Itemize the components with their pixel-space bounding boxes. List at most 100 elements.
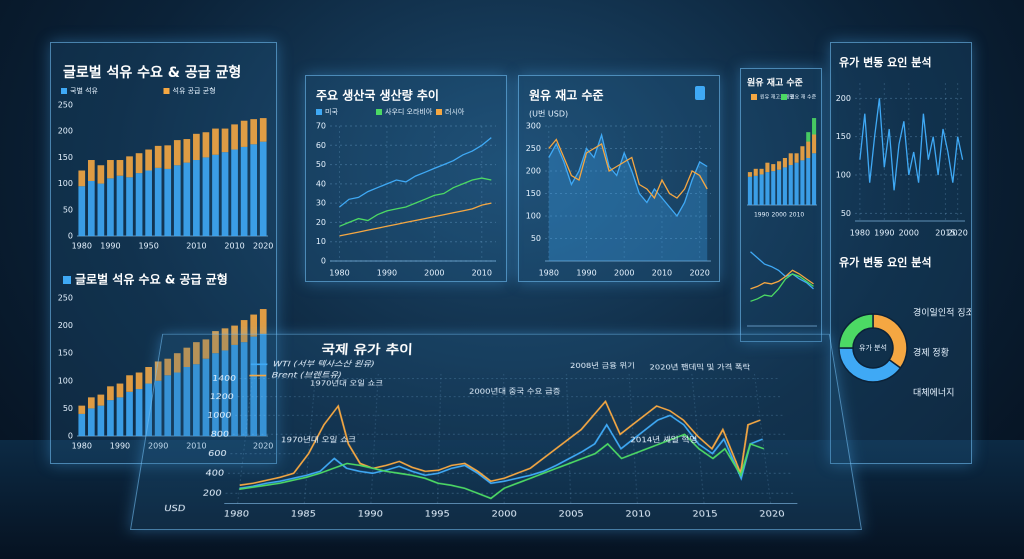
y-tick-label: 800	[210, 429, 230, 439]
bar-segment	[183, 163, 190, 236]
chart-title: 글로벌 석유 수요 & 공급 균형	[75, 272, 228, 287]
legend-swatch	[436, 109, 442, 115]
bar-segment	[155, 168, 162, 236]
bar-segment	[136, 389, 143, 436]
y-tick-label: 250	[526, 144, 541, 153]
x-tick-label: 2020	[759, 509, 786, 520]
bar-segment	[145, 150, 152, 171]
x-tick-label: 2000	[899, 229, 919, 238]
slice-label: 대체에너지	[913, 388, 954, 399]
bar-segment	[98, 406, 105, 436]
y-tick-label: 200	[58, 127, 73, 136]
bar-segment	[136, 373, 143, 390]
bar-segment	[117, 397, 124, 436]
bar-segment	[126, 156, 133, 177]
x-tick-label: 2010	[652, 269, 672, 278]
bar-segment	[795, 163, 799, 205]
center-label: 유가 분석	[859, 343, 887, 352]
slice-label: 경제 정황	[913, 347, 949, 359]
bar-segment	[777, 161, 781, 169]
line	[751, 274, 814, 301]
y-tick-label: 600	[207, 448, 227, 458]
y-tick-label: 150	[58, 153, 73, 162]
x-tick-label: 1990	[110, 442, 130, 451]
y-tick-label: 300	[526, 122, 541, 131]
chart-title: 유가 변동 요인 분석	[839, 255, 931, 269]
bar-segment	[174, 140, 181, 165]
bar-segment	[222, 129, 229, 153]
y-tick-label: 400	[205, 468, 225, 478]
legend-label: 러시아	[445, 107, 465, 116]
x-tick-label: 2000	[492, 509, 517, 520]
bar-segment	[250, 119, 257, 144]
donut-slice	[839, 348, 901, 382]
panel: 원유 재고 수준 (U번 USD) 50 100 150 200 250 300 1980 1…	[518, 75, 720, 282]
bar-segment	[754, 176, 758, 205]
y-tick-label: 100	[58, 179, 73, 188]
bar-segment	[748, 177, 752, 205]
y-tick-label: 20	[316, 218, 326, 227]
annotation: 1970년대 오일 쇼크	[310, 379, 384, 388]
bar-segment	[78, 186, 85, 236]
chart: 주요 생산국 생산량 추이 0 10 20 30 40 50 60 70 1980 1990 200…	[306, 76, 506, 281]
area	[549, 135, 707, 261]
bar-segment	[771, 171, 775, 205]
x-tick-label: 1980	[539, 269, 559, 278]
y-tick-label: 250	[58, 294, 73, 303]
line	[860, 98, 963, 190]
bar-segment	[250, 144, 257, 236]
chart-title: 국제 유가 추이	[321, 343, 413, 357]
page: 글로벌 석유 수요 & 공급 균형 0 50 100 150 200 250 1980 199…	[0, 0, 1024, 559]
bar-segment	[136, 173, 143, 236]
y-tick-label: 150	[526, 189, 541, 198]
x-tick-label: 1995	[424, 509, 450, 520]
x-tick-label: 1990	[100, 242, 120, 251]
x-tick-label: 2010	[625, 509, 651, 520]
y-tick-label: 70	[316, 122, 326, 131]
chart: 원유 재고 수준 (U번 USD) 501001502002503001980 1…	[519, 76, 719, 281]
bar-segment	[145, 171, 152, 237]
y-tick-label: 200	[836, 94, 851, 103]
y-tick-label: 100	[526, 212, 541, 221]
chart	[741, 219, 821, 334]
y-tick-label: 1000	[207, 410, 233, 420]
bar-segment	[241, 121, 248, 147]
grid-line	[755, 374, 771, 503]
x-tick-label: 2000	[424, 269, 444, 278]
bar-segment	[88, 181, 95, 236]
bar-segment	[754, 169, 758, 176]
bar-segment	[88, 397, 95, 408]
y-tick-label: 0	[68, 432, 73, 441]
bar-segment	[164, 169, 171, 236]
chart-subtitle: (U번 USD)	[529, 110, 568, 119]
legend-swatch	[61, 88, 67, 94]
barrel-icon	[695, 86, 705, 100]
slice-label: 경이일인적 징조	[913, 307, 971, 319]
bar-segment	[145, 367, 152, 384]
bar-segment	[231, 150, 238, 236]
bar-segment	[800, 160, 804, 205]
bar-segment	[800, 146, 804, 160]
y-tick-label: 0	[321, 257, 326, 266]
y-tick-label: 50	[841, 209, 851, 218]
bar-segment	[126, 177, 133, 236]
annotation: 2014년 셰일 혁명	[630, 435, 698, 444]
bar-segment	[117, 176, 124, 236]
y-tick-label: 10	[316, 237, 326, 246]
x-tick-label: 2010	[186, 242, 206, 251]
legend-swatch	[63, 276, 71, 284]
legend-swatch	[781, 94, 787, 100]
x-tick-label: 2020	[690, 269, 710, 278]
x-tick-label: 1980	[72, 242, 92, 251]
bar-segment	[98, 165, 105, 183]
panel: 유가 변동 요인 분석 50 100 150 200 1980 1990 2000 2015 2…	[830, 42, 972, 464]
axis-label: USD	[163, 503, 186, 514]
x-tick-label: 1980	[223, 509, 250, 520]
bar-segment	[155, 146, 162, 168]
bar-segment	[806, 142, 810, 158]
bar-segment	[117, 384, 124, 398]
bar-segment	[765, 172, 769, 205]
bar-segment	[126, 375, 133, 392]
x-tick-label: 1985	[290, 509, 316, 520]
x-tick-label: 2015	[692, 509, 718, 520]
